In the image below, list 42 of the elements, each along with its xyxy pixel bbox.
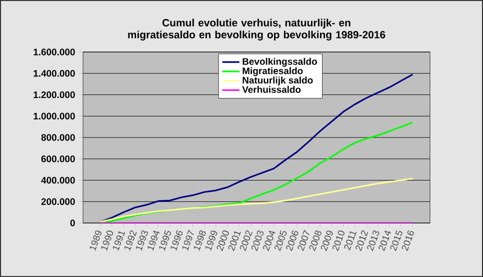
x-tick-label: 2004: [263, 230, 276, 252]
x-tick-label: 2000: [216, 230, 229, 252]
y-tick-label: 600.000: [41, 156, 75, 162]
x-tick-label: 2012: [356, 230, 368, 252]
x-tick-label: 1994: [148, 230, 160, 251]
chart-title: Cumul evolutie verhuis, natuurlijk- en migratiesaldo en bevolking op bevolking 1989-2016: [128, 18, 386, 41]
x-tick-label: 2013: [367, 230, 380, 252]
y-tick-label: 1.000.000: [34, 112, 75, 120]
y-tick-label: 0: [70, 220, 75, 226]
x-tick-label: 2003: [251, 230, 264, 252]
x-tick-label: 1993: [136, 230, 148, 251]
x-tick-label: 2007: [298, 230, 310, 252]
x-tick-label: 2008: [309, 230, 322, 252]
x-tick-label: 2011: [344, 231, 357, 250]
legend-label: Migratiesaldo: [242, 67, 303, 76]
y-tick-label: 800.000: [41, 134, 75, 141]
x-tick-label: 2010: [332, 230, 344, 252]
y-tick-label: 400.000: [41, 176, 75, 184]
x-tick-label: 1991: [112, 231, 126, 251]
y-tick-label: 1.200.000: [34, 91, 75, 98]
x-tick-label: 1998: [194, 230, 206, 251]
x-tick-label: 2005: [274, 230, 287, 252]
x-tick-label: 2014: [378, 230, 391, 252]
x-tick-label: 1995: [159, 230, 171, 251]
y-tick-label: 200.000: [41, 198, 75, 205]
x-tick-label: 2015: [390, 230, 402, 252]
x-tick-label: 2006: [286, 230, 298, 252]
x-tick-label: 2009: [320, 230, 333, 252]
x-tick-label: 1996: [170, 230, 183, 251]
x-tick-label: 1990: [101, 230, 114, 251]
legend-label: Natuurlijk saldo: [242, 76, 313, 86]
legend-label: Bevolkingssaldo: [242, 58, 317, 67]
x-tick-label: 1989: [90, 230, 102, 251]
y-tick-label: 1.400.000: [34, 70, 75, 77]
x-tick-label: 1997: [182, 230, 194, 251]
x-tick-label: 2016: [402, 230, 414, 252]
y-tick-label: 1.600.000: [34, 48, 75, 56]
x-tick-label: 1992: [124, 230, 137, 251]
x-tick-label: 2002: [240, 230, 252, 252]
x-tick-label: 2001: [228, 231, 241, 252]
legend-label: Verhuissaldo: [242, 86, 301, 93]
x-tick-label: 1999: [205, 230, 218, 251]
